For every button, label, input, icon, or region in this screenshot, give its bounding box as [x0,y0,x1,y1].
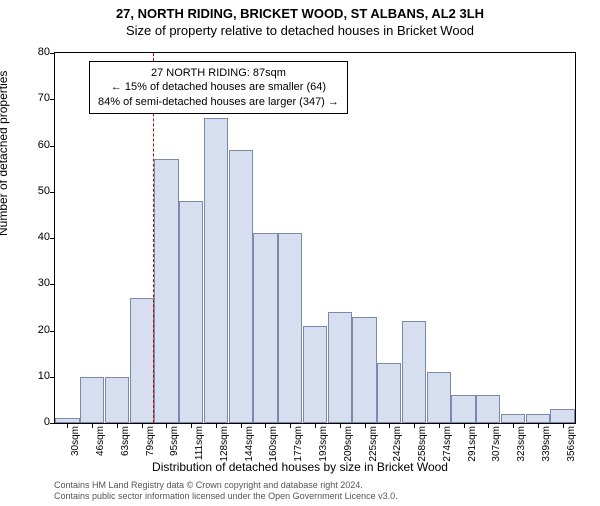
histogram-bar [427,372,451,423]
xtick-label: 95sqm [169,426,180,456]
xtick-label: 339sqm [541,426,552,462]
chart-title-line2: Size of property relative to detached ho… [0,23,600,38]
plot-area: 27 NORTH RIDING: 87sqm ← 15% of detached… [54,52,576,424]
chart-container: 27, NORTH RIDING, BRICKET WOOD, ST ALBAN… [0,6,600,506]
ytick-label: 80 [26,46,50,58]
xtick-label: 291sqm [467,426,478,462]
ytick-label: 20 [26,324,50,336]
xtick-label: 128sqm [219,426,230,462]
xtick-mark [365,423,366,428]
xtick-mark [67,423,68,428]
histogram-bar [328,312,352,423]
xtick-label: 209sqm [343,426,354,462]
histogram-bar [352,317,376,423]
xtick-label: 356sqm [566,426,577,462]
footer-line1: Contains HM Land Registry data © Crown c… [54,480,398,491]
xtick-label: 323sqm [516,426,527,462]
xtick-mark [439,423,440,428]
histogram-bar [204,118,228,423]
xtick-label: 193sqm [318,426,329,462]
xtick-label: 111sqm [194,426,205,460]
ytick-mark [50,331,55,332]
ytick-mark [50,99,55,100]
ytick-mark [50,423,55,424]
histogram-bar [303,326,327,423]
xtick-mark [414,423,415,428]
xtick-mark [216,423,217,428]
histogram-bar [476,395,500,423]
histogram-bar [526,414,550,423]
histogram-bar [451,395,475,423]
xtick-label: 274sqm [442,426,453,462]
footer-attribution: Contains HM Land Registry data © Crown c… [54,480,398,503]
ytick-mark [50,238,55,239]
histogram-bar [179,201,203,423]
histogram-bar [80,377,104,423]
xtick-label: 307sqm [491,426,502,462]
histogram-bar [278,233,302,423]
ytick-mark [50,377,55,378]
histogram-bar [377,363,401,423]
xtick-label: 242sqm [392,426,403,462]
ytick-label: 40 [26,231,50,243]
xtick-mark [92,423,93,428]
histogram-bar [402,321,426,423]
xtick-label: 160sqm [268,426,279,462]
ytick-label: 10 [26,370,50,382]
xtick-mark [142,423,143,428]
xtick-label: 144sqm [244,426,255,462]
ytick-label: 70 [26,92,50,104]
annotation-line1: 27 NORTH RIDING: 87sqm [98,66,339,80]
chart-title-line1: 27, NORTH RIDING, BRICKET WOOD, ST ALBAN… [0,6,600,21]
xtick-mark [315,423,316,428]
xtick-mark [166,423,167,428]
xtick-mark [389,423,390,428]
ytick-label: 50 [26,185,50,197]
footer-line2: Contains public sector information licen… [54,491,398,502]
ytick-label: 0 [26,416,50,428]
xtick-label: 46sqm [95,426,106,456]
xtick-mark [117,423,118,428]
xtick-mark [488,423,489,428]
xtick-mark [513,423,514,428]
xtick-mark [464,423,465,428]
ytick-mark [50,53,55,54]
ytick-mark [50,192,55,193]
annotation-line2: ← 15% of detached houses are smaller (64… [98,80,339,94]
xtick-label: 79sqm [145,426,156,456]
histogram-bar [229,150,253,423]
xtick-mark [563,423,564,428]
x-axis-label: Distribution of detached houses by size … [0,460,600,474]
histogram-bar [105,377,129,423]
histogram-bar [154,159,178,423]
xtick-label: 63sqm [120,426,131,456]
histogram-bar [550,409,574,423]
ytick-mark [50,146,55,147]
xtick-mark [191,423,192,428]
ytick-mark [50,284,55,285]
xtick-mark [241,423,242,428]
xtick-label: 177sqm [293,426,304,462]
ytick-label: 60 [26,139,50,151]
xtick-mark [290,423,291,428]
xtick-label: 225sqm [368,426,379,462]
xtick-label: 30sqm [70,426,81,456]
annotation-box: 27 NORTH RIDING: 87sqm ← 15% of detached… [89,61,348,114]
xtick-label: 258sqm [417,426,428,462]
y-axis-label: Number of detached properties [0,71,10,236]
histogram-bar [130,298,154,423]
histogram-bar [253,233,277,423]
xtick-mark [538,423,539,428]
annotation-line3: 84% of semi-detached houses are larger (… [98,95,339,109]
xtick-mark [340,423,341,428]
xtick-mark [265,423,266,428]
ytick-label: 30 [26,277,50,289]
histogram-bar [501,414,525,423]
